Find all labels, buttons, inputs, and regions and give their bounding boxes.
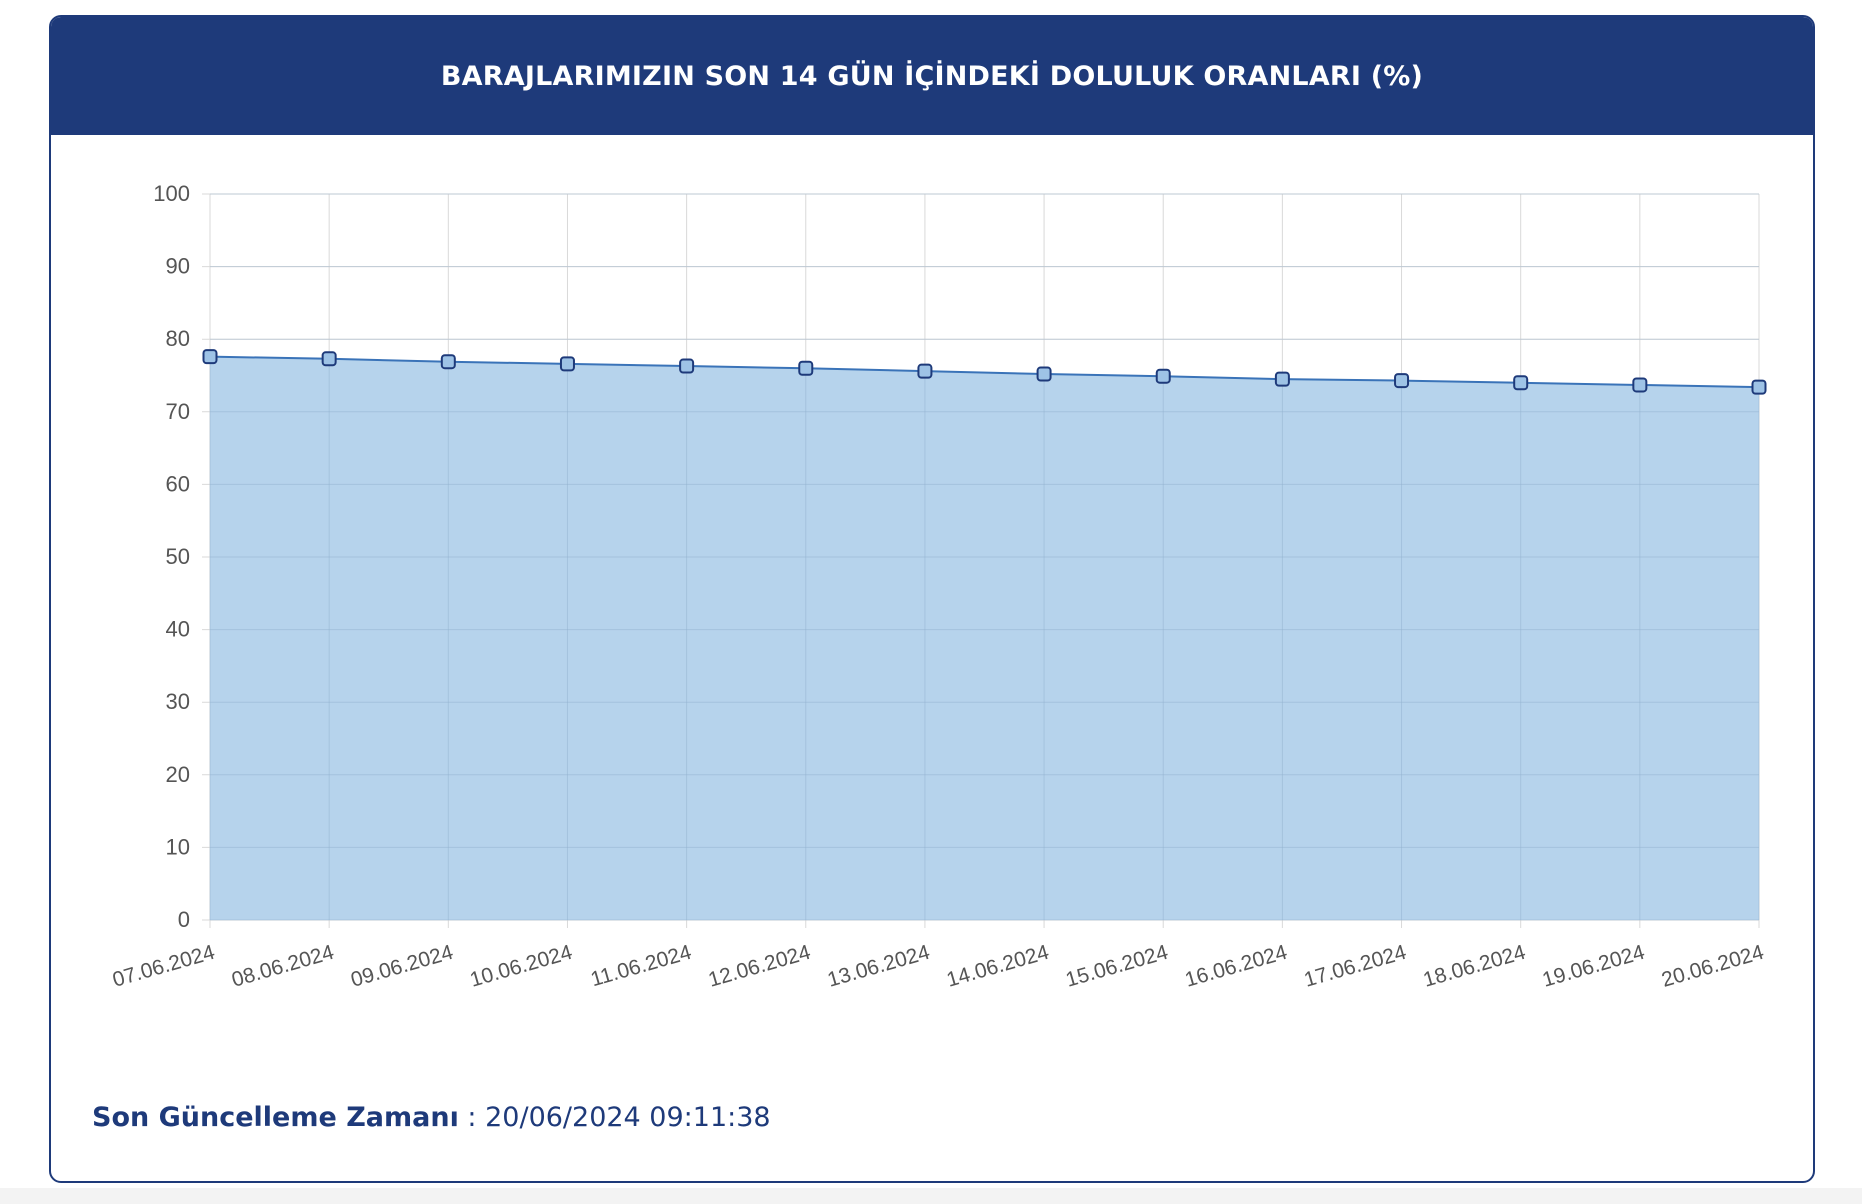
data-point	[321, 351, 337, 367]
x-tick-label: 13.06.2024	[825, 941, 933, 992]
x-tick-label: 09.06.2024	[348, 941, 456, 992]
last-update-value: 20/06/2024 09:11:38	[485, 1102, 771, 1133]
area-fill	[210, 356, 1759, 920]
last-update-label: Son Güncelleme Zamanı	[92, 1102, 459, 1133]
data-point	[1036, 366, 1052, 382]
x-tick-label: 12.06.2024	[706, 941, 814, 992]
area-layer	[209, 193, 1760, 921]
data-point	[202, 349, 218, 365]
x-tick-label: 14.06.2024	[944, 941, 1052, 992]
y-tick-label: 0	[178, 907, 190, 932]
y-tick-label: 70	[166, 399, 190, 424]
data-point	[917, 363, 933, 379]
y-tick-label: 50	[166, 544, 190, 569]
y-tick-label: 30	[166, 689, 190, 714]
x-tick-label: 07.06.2024	[110, 941, 218, 992]
data-point	[1155, 368, 1171, 384]
y-axis-ticks: 0 10 20 30 40 50 60 70 80 90 100	[153, 181, 190, 932]
y-tick-label: 10	[166, 834, 190, 859]
x-tick-label: 08.06.2024	[229, 941, 337, 992]
x-tick-label: 10.06.2024	[467, 941, 575, 992]
data-point	[1394, 373, 1410, 389]
data-point	[559, 356, 575, 372]
y-tick-label: 80	[166, 326, 190, 351]
card-header: BARAJLARIMIZIN SON 14 GÜN İÇİNDEKİ DOLUL…	[51, 17, 1813, 135]
x-tick-label: 17.06.2024	[1302, 941, 1410, 992]
y-tick-label: 40	[166, 617, 190, 642]
x-tick-label: 16.06.2024	[1182, 941, 1290, 992]
last-update-separator: :	[458, 1102, 486, 1133]
y-tick-label: 90	[166, 254, 190, 279]
y-tick-label: 60	[166, 471, 190, 496]
x-axis-ticks: 07.06.2024 08.06.2024 09.06.2024 10.06.2024…	[110, 941, 1767, 992]
data-points	[202, 349, 1767, 395]
chart-title: BARAJLARIMIZIN SON 14 GÜN İÇİNDEKİ DOLUL…	[440, 60, 1424, 92]
data-point	[1513, 375, 1529, 391]
x-tick-label: 20.06.2024	[1659, 941, 1767, 992]
y-tick-label: 100	[153, 181, 190, 206]
x-tick-label: 11.06.2024	[588, 941, 694, 992]
last-update: Son Güncelleme Zamanı : 20/06/2024 09:11…	[92, 1102, 771, 1133]
data-point	[1751, 379, 1767, 395]
series-line	[209, 355, 1760, 389]
data-point	[679, 358, 695, 374]
data-point	[798, 360, 814, 376]
data-point	[1274, 371, 1290, 387]
x-tick-label: 15.06.2024	[1063, 941, 1171, 992]
x-tick-label: 18.06.2024	[1421, 941, 1529, 992]
page-bottom-strip	[0, 1188, 1862, 1204]
data-point	[440, 354, 456, 370]
y-tick-label: 20	[166, 762, 190, 787]
data-point	[1632, 377, 1648, 393]
x-tick-label: 19.06.2024	[1540, 941, 1648, 992]
